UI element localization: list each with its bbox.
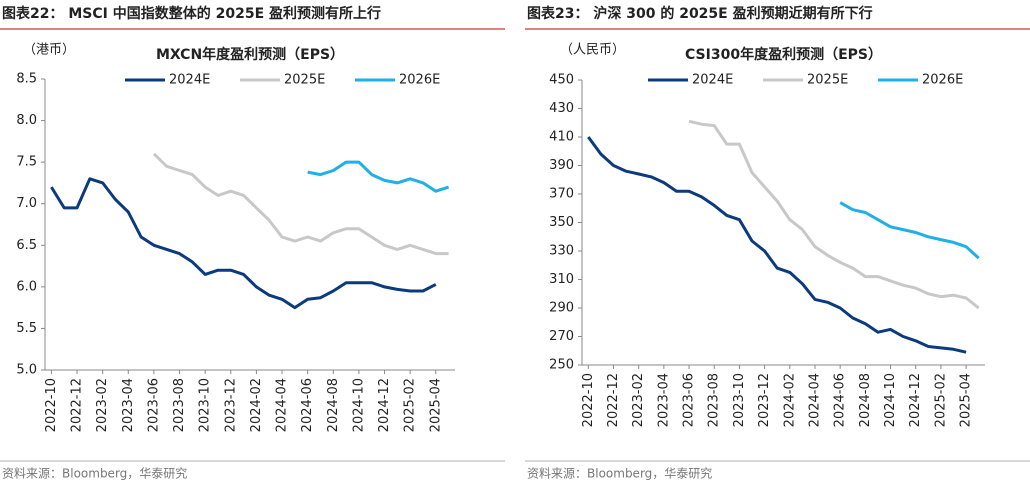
x-tick-label: 2024-04: [275, 378, 290, 432]
legend-label: 2026E: [922, 73, 963, 88]
legend-label: 2025E: [284, 73, 325, 88]
x-tick-label: 2024-08: [858, 373, 873, 427]
y-tick-label: 370: [549, 187, 574, 202]
x-tick-label: 2024-02: [249, 378, 264, 432]
y-tick-label: 270: [549, 329, 574, 344]
y-tick-label: 450: [549, 73, 574, 88]
x-tick-label: 2025-04: [959, 373, 974, 427]
x-tick-label: 2022-10: [44, 378, 59, 432]
y-tick-label: 330: [549, 244, 574, 259]
x-tick-label: 2022-10: [581, 373, 596, 427]
y-tick-label: 5.0: [16, 363, 37, 378]
y-unit: （港币）: [23, 43, 75, 58]
legend-label: 2025E: [807, 73, 848, 88]
x-tick-label: 2023-12: [757, 373, 772, 427]
figure-title: 图表22： MSCI 中国指数整体的 2025E 盈利预测有所上行: [2, 5, 381, 22]
x-tick-label: 2024-10: [883, 373, 898, 427]
y-tick-label: 310: [549, 272, 574, 287]
series-line: [688, 119, 980, 310]
x-tick-label: 2023-06: [682, 373, 697, 427]
x-tick-label: 2023-08: [172, 378, 187, 432]
series-line: [307, 160, 450, 193]
y-tick-label: 8.0: [16, 113, 37, 128]
y-tick-label: 390: [549, 158, 574, 173]
x-tick-label: 2024-08: [326, 378, 341, 432]
x-tick-label: 2025-02: [403, 378, 418, 432]
x-tick-label: 2023-04: [121, 378, 136, 432]
x-tick-label: 2024-12: [908, 373, 923, 427]
chart-title: CSI300年度盈利预测（EPS）: [685, 46, 882, 63]
series-line: [152, 152, 449, 256]
legend-label: 2024E: [692, 73, 733, 88]
y-tick-label: 290: [549, 301, 574, 316]
x-tick-label: 2024-06: [300, 378, 315, 432]
y-tick-label: 430: [549, 101, 574, 116]
x-tick-label: 2023-06: [146, 378, 161, 432]
figure-title: 图表23： 沪深 300 的 2025E 盈利预期近期有所下行: [527, 5, 873, 22]
source-note: 资料来源：Bloomberg，华泰研究: [527, 466, 712, 481]
legend-label: 2026E: [399, 73, 440, 88]
y-tick-label: 250: [549, 358, 574, 373]
y-tick-label: 7.0: [16, 196, 37, 211]
y-tick-label: 5.5: [16, 321, 37, 336]
x-tick-label: 2023-12: [223, 378, 238, 432]
series-line: [839, 201, 980, 260]
x-tick-label: 2025-04: [428, 378, 443, 432]
x-tick-label: 2023-08: [707, 373, 722, 427]
x-tick-label: 2022-12: [70, 378, 85, 432]
y-tick-label: 7.5: [16, 155, 37, 170]
chart-title: MXCN年度盈利预测（EPS）: [156, 46, 344, 63]
y-unit: （人民币）: [560, 43, 625, 58]
x-tick-label: 2023-02: [631, 373, 646, 427]
x-tick-label: 2024-12: [377, 378, 392, 432]
chart-panel: 图表22： MSCI 中国指数整体的 2025E 盈利预测有所上行资料来源：Bl…: [0, 5, 505, 481]
x-tick-label: 2025-02: [933, 373, 948, 427]
x-tick-label: 2023-10: [198, 378, 213, 432]
x-tick-label: 2023-02: [95, 378, 110, 432]
y-tick-label: 6.5: [16, 238, 37, 253]
y-tick-label: 6.0: [16, 279, 37, 294]
x-tick-label: 2024-04: [807, 373, 822, 427]
source-note: 资料来源：Bloomberg，华泰研究: [2, 466, 187, 481]
series-line: [587, 136, 967, 354]
y-tick-label: 350: [549, 215, 574, 230]
x-tick-label: 2022-12: [606, 373, 621, 427]
legend-label: 2024E: [169, 73, 210, 88]
x-tick-label: 2024-10: [351, 378, 366, 432]
x-tick-label: 2023-10: [732, 373, 747, 427]
chart-panel: 图表23： 沪深 300 的 2025E 盈利预期近期有所下行资料来源：Bloo…: [525, 5, 1030, 481]
x-tick-label: 2023-04: [656, 373, 671, 427]
x-tick-label: 2024-06: [833, 373, 848, 427]
y-tick-label: 410: [549, 130, 574, 145]
x-tick-label: 2024-02: [782, 373, 797, 427]
series-line: [50, 177, 437, 310]
y-tick-label: 8.5: [16, 72, 37, 87]
